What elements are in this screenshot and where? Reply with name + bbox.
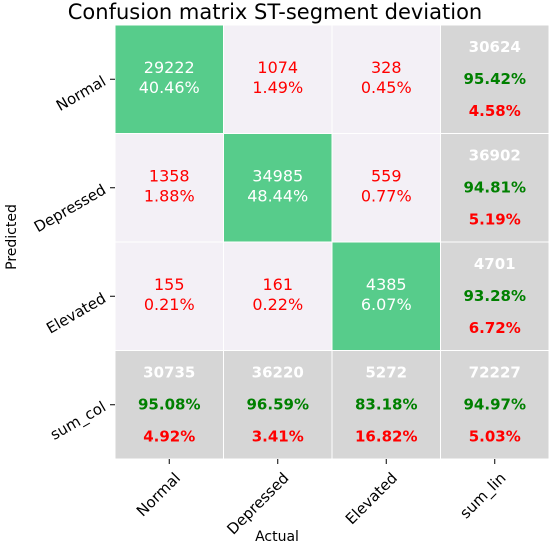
summary-error-label: 3.41% (252, 428, 304, 446)
x-axis-label: Actual (255, 529, 299, 545)
diagonal-cell (114, 24, 224, 134)
matrix-cell (223, 24, 333, 134)
x-tick-label: Normal (133, 469, 184, 520)
cell-percent-label: 0.45% (361, 78, 412, 97)
summary-total-label: 30624 (469, 38, 521, 56)
summary-error-label: 5.03% (469, 428, 521, 446)
matrix-cell (331, 133, 441, 243)
summary-total-label: 72227 (469, 364, 521, 382)
cell-count-label: 29222 (144, 58, 195, 77)
summary-cell (223, 350, 333, 460)
cell-count-label: 1074 (257, 58, 298, 77)
summary-total-label: 36902 (469, 147, 521, 165)
y-tick-label: sum_col (47, 398, 109, 445)
cell-count-label: 34985 (252, 167, 303, 186)
matrix-cell (331, 24, 441, 134)
summary-cell (440, 350, 550, 460)
matrix-cell (223, 241, 333, 351)
y-tick-label: Elevated (43, 289, 109, 337)
summary-cell (114, 350, 224, 460)
summary-correct-label: 95.08% (138, 396, 200, 414)
cell-percent-label: 40.46% (139, 78, 200, 97)
cell-percent-label: 1.88% (144, 187, 195, 206)
cell-percent-label: 6.07% (361, 295, 412, 314)
cell-percent-label: 1.49% (252, 78, 303, 97)
summary-cell (440, 241, 550, 351)
cell-count-label: 1358 (149, 167, 190, 186)
y-axis-label: Predicted (4, 204, 20, 270)
summary-cell (440, 24, 550, 134)
summary-cell (331, 350, 441, 460)
summary-correct-label: 93.28% (464, 287, 526, 305)
summary-total-label: 5272 (365, 364, 407, 382)
cell-percent-label: 0.77% (361, 187, 412, 206)
cell-percent-label: 0.22% (252, 295, 303, 314)
x-tick-label: Depressed (223, 469, 292, 538)
cell-count-label: 155 (154, 275, 185, 294)
y-tick-label: Normal (53, 72, 109, 115)
y-tick-label: Depressed (31, 181, 109, 236)
summary-correct-label: 83.18% (355, 396, 417, 414)
chart-title: Confusion matrix ST-segment deviation (67, 0, 483, 24)
cell-count-label: 161 (262, 275, 293, 294)
x-tick-label: Elevated (342, 469, 401, 528)
summary-error-label: 5.19% (469, 211, 521, 229)
cell-percent-label: 48.44% (247, 187, 308, 206)
cell-count-label: 328 (371, 58, 402, 77)
summary-correct-label: 94.97% (464, 396, 526, 414)
summary-total-label: 4701 (474, 255, 516, 273)
summary-cell (440, 133, 550, 243)
summary-correct-label: 94.81% (464, 179, 526, 197)
summary-correct-label: 96.59% (247, 396, 309, 414)
summary-error-label: 6.72% (469, 319, 521, 337)
cell-count-label: 4385 (366, 275, 407, 294)
cell-count-label: 559 (371, 167, 402, 186)
summary-total-label: 36220 (252, 364, 304, 382)
summary-error-label: 4.92% (143, 428, 195, 446)
summary-error-label: 16.82% (355, 428, 417, 446)
cell-percent-label: 0.21% (144, 295, 195, 314)
summary-total-label: 30735 (143, 364, 195, 382)
summary-correct-label: 95.42% (464, 70, 526, 88)
x-tick-label: sum_lin (456, 469, 510, 523)
summary-error-label: 4.58% (469, 102, 521, 120)
